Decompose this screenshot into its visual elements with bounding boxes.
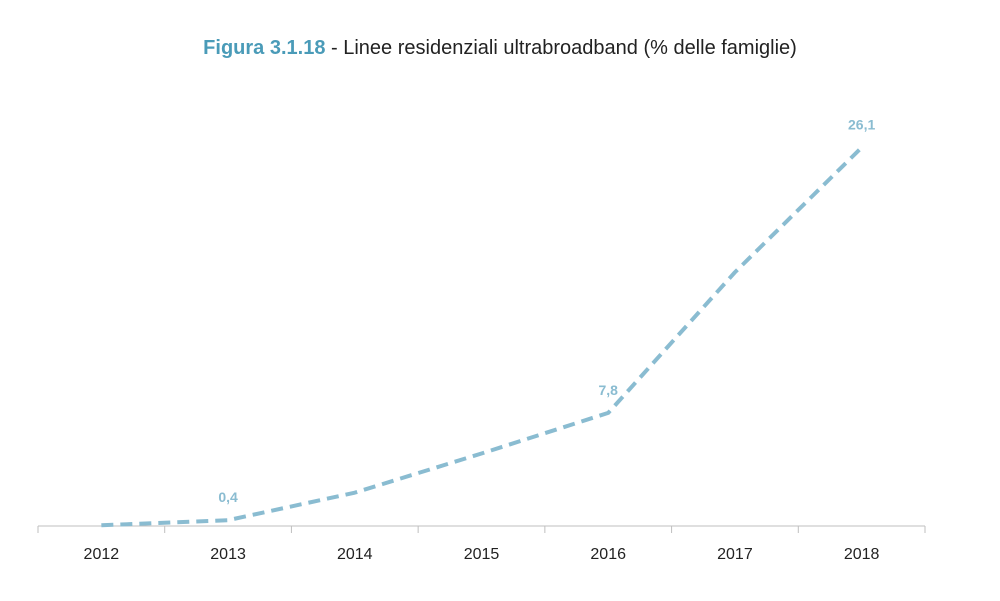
- chart-title: Figura 3.1.18 - Linee residenziali ultra…: [0, 37, 1000, 60]
- data-label-2013: 0,4: [218, 489, 238, 505]
- data-label-2016: 7,8: [598, 382, 618, 398]
- figure-number: Figura 3.1.18: [203, 37, 326, 59]
- x-tick-label-2015: 2015: [464, 546, 500, 563]
- x-tick-label-2013: 2013: [210, 546, 246, 563]
- x-tick-label-2016: 2016: [590, 546, 626, 563]
- x-tick-label-2014: 2014: [337, 546, 373, 563]
- x-tick-label-2012: 2012: [84, 546, 120, 563]
- x-tick-label-2017: 2017: [717, 546, 753, 563]
- data-label-2018: 26,1: [848, 117, 875, 133]
- title-separator: -: [325, 37, 344, 59]
- x-tick-label-2018: 2018: [844, 546, 880, 563]
- series-line-0: [101, 146, 864, 528]
- title-text: Linee residenziali ultrabroadband (% del…: [343, 37, 797, 59]
